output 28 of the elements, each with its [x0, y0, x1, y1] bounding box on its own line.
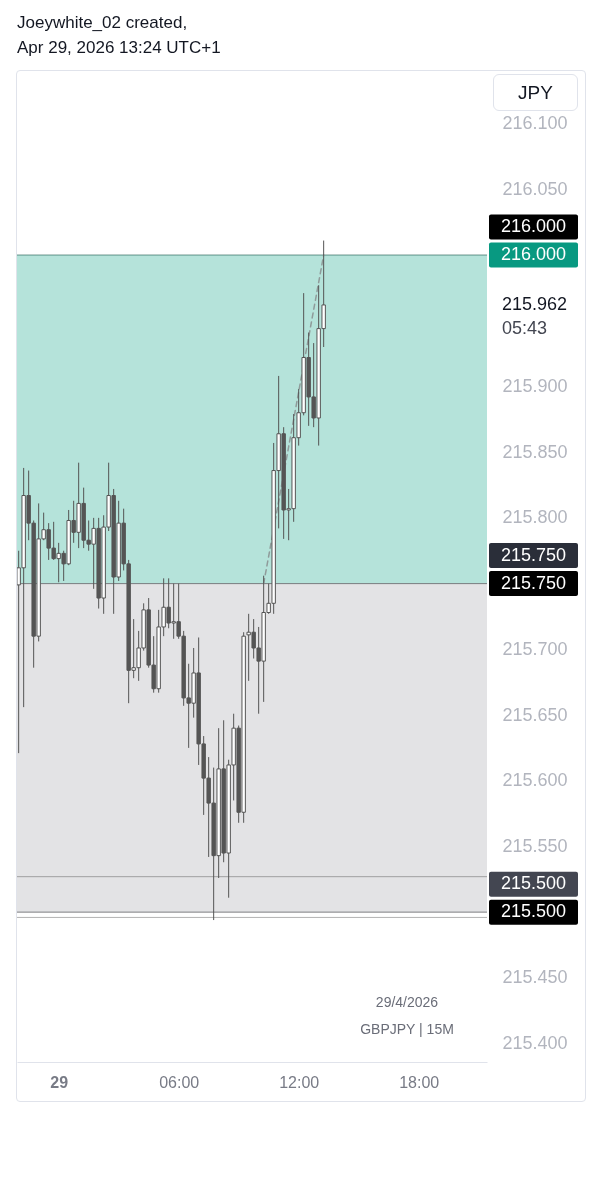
- annotation: GBPJPY | 15M: [360, 1021, 454, 1037]
- ref-line-label: 215.750: [500, 544, 567, 565]
- y-tick-label: 215.800: [502, 507, 568, 528]
- ref-line-label: 215.500: [500, 901, 567, 922]
- chart-subtitle: Apr 29, 2026 13:24 UTC+1: [17, 38, 221, 57]
- y-tick-label: 216.100: [502, 113, 568, 134]
- y-tick-label: 215.650: [502, 704, 568, 725]
- x-tick-label: 12:00: [279, 1073, 320, 1091]
- y-tick-label: 215.900: [502, 375, 568, 396]
- annotation: 29/4/2026: [375, 994, 439, 1010]
- ref-line-label: 215.750: [500, 572, 567, 593]
- ref-line-label: 216.000: [500, 216, 567, 237]
- x-tick-label: 18:00: [399, 1073, 440, 1091]
- text: 215.962: [502, 293, 568, 314]
- currency-button: JPY: [493, 74, 578, 111]
- x-tick-label: 29: [50, 1073, 69, 1091]
- text: 05:43: [502, 317, 548, 338]
- y-tick-label: 215.400: [502, 1033, 568, 1054]
- ref-line-label: 215.500: [500, 873, 567, 894]
- y-tick-label: 215.600: [502, 770, 568, 791]
- y-tick-label: 215.550: [502, 835, 568, 856]
- x-tick-label: 06:00: [159, 1073, 200, 1091]
- y-tick-label: 216.050: [502, 178, 568, 199]
- y-tick-label: 215.850: [502, 441, 568, 462]
- y-tick-label: 215.450: [502, 967, 568, 988]
- ref-line-label: 216.000: [500, 244, 567, 265]
- y-tick-label: 215.700: [502, 638, 568, 659]
- chart-title: Joeywhite_02 created,: [17, 13, 188, 32]
